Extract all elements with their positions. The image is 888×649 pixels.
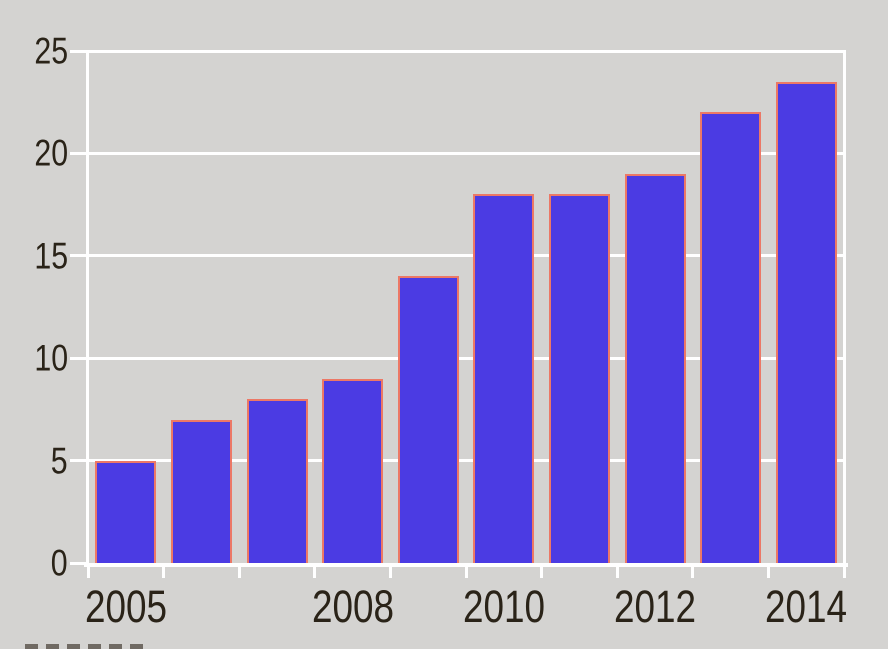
x-tick-label-2010: 2010 [462, 581, 545, 632]
y-tick [70, 561, 88, 565]
cropped-text-artifact [25, 644, 143, 649]
bar-2013 [700, 112, 762, 563]
x-tick [842, 567, 846, 578]
x-tick [237, 567, 241, 578]
y-tick [70, 254, 88, 258]
y-tick [70, 151, 88, 155]
bar-2010 [473, 194, 535, 563]
gridline [88, 356, 844, 360]
x-tick-label-2012: 2012 [613, 581, 697, 632]
left-spine [86, 50, 89, 564]
bar-2014 [775, 81, 837, 563]
y-tick-label: 0 [51, 542, 68, 584]
y-tick-label: 5 [51, 440, 68, 482]
x-tick [313, 567, 317, 578]
y-tick-label: 10 [34, 337, 68, 379]
x-tick [615, 567, 619, 578]
x-tick [766, 567, 770, 578]
x-tick-label-2014: 2014 [765, 581, 848, 632]
y-tick [70, 459, 88, 463]
gridline [88, 459, 844, 463]
bar-2005 [95, 460, 157, 563]
gridline [88, 254, 844, 258]
bar-2008 [322, 378, 384, 563]
x-tick [691, 567, 695, 578]
x-tick [540, 567, 544, 578]
right-spine [843, 50, 846, 564]
y-tick [70, 356, 88, 360]
x-tick-label-2005: 2005 [84, 581, 167, 632]
top-spine [88, 50, 844, 53]
y-tick-label: 25 [34, 30, 68, 72]
bar-2012 [624, 173, 686, 563]
x-tick [86, 567, 90, 578]
y-tick-label: 15 [34, 235, 68, 277]
bar-2006 [170, 419, 232, 563]
x-tick [464, 567, 468, 578]
x-axis-line [84, 563, 848, 567]
y-tick [70, 49, 88, 53]
y-tick-label: 20 [34, 132, 68, 174]
x-tick [162, 567, 166, 578]
x-tick [388, 567, 392, 578]
bar-2007 [246, 399, 308, 563]
gridline [88, 151, 844, 155]
bar-2011 [548, 194, 610, 563]
x-tick-label-2008: 2008 [311, 581, 394, 632]
bar-2009 [397, 276, 459, 563]
